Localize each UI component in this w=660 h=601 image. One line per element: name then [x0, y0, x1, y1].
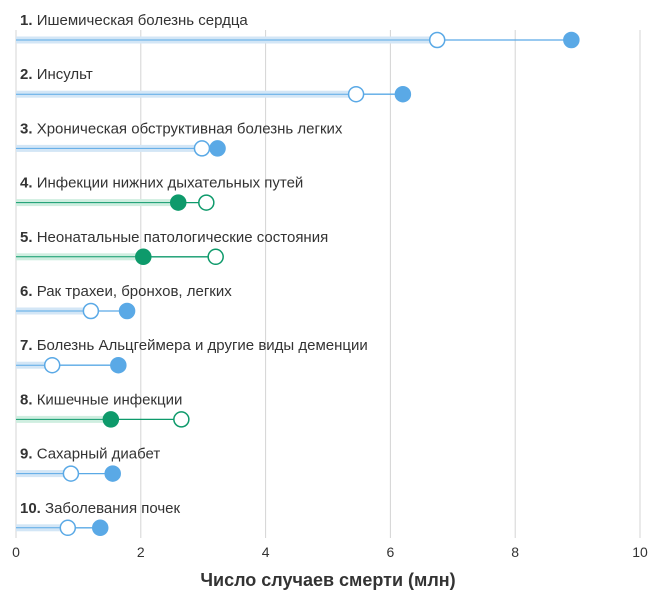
row-name-text: Болезнь Альцгеймера и другие виды деменц… — [37, 337, 368, 354]
chart-row: 5. Неонатальные патологические состояния — [16, 229, 328, 266]
x-axis-label: Число случаев смерти (млн) — [200, 570, 455, 590]
row-label: 8. Кишечные инфекции — [20, 391, 182, 408]
start-point — [207, 248, 224, 266]
start-point — [59, 519, 77, 537]
x-tick-label: 6 — [387, 544, 395, 560]
x-tick-label: 4 — [262, 544, 270, 560]
x-tick-label: 0 — [12, 544, 20, 560]
row-rank: 2. — [20, 66, 33, 83]
x-tick-label: 2 — [137, 544, 145, 560]
row-rank: 10. — [20, 500, 41, 517]
row-rank: 1. — [20, 12, 33, 29]
start-point — [193, 140, 211, 157]
start-point — [43, 356, 61, 374]
end-point — [102, 411, 120, 428]
row-name-text: Неонатальные патологические состояния — [37, 229, 329, 246]
row-name-text: Инсульт — [37, 66, 93, 83]
x-tick-label: 8 — [511, 544, 519, 560]
end-point — [104, 465, 121, 482]
start-point — [347, 85, 365, 103]
chart-row: 1. Ишемическая болезнь сердца — [16, 12, 580, 49]
end-point — [118, 302, 136, 320]
start-point — [428, 31, 446, 49]
row-label: 7. Болезнь Альцгеймера и другие виды дем… — [20, 337, 368, 354]
chart-row: 6. Рак трахеи, бронхов, легких — [16, 283, 232, 320]
row-rank: 5. — [20, 229, 33, 246]
end-point — [110, 356, 127, 374]
grid-lines — [15, 30, 641, 538]
row-rank: 9. — [20, 446, 33, 463]
end-point — [209, 140, 226, 157]
row-name-text: Инфекции нижних дыхательных путей — [37, 175, 304, 192]
row-rank: 6. — [20, 283, 33, 300]
row-name-text: Кишечные инфекции — [37, 391, 183, 408]
start-point — [173, 411, 190, 428]
chart-row: 10. Заболевания почек — [16, 500, 181, 537]
row-label: 3. Хроническая обструктивная болезнь лег… — [20, 120, 343, 137]
chart-rows: 1. Ишемическая болезнь сердца 2. Инсульт 3… — [16, 12, 580, 537]
row-label: 5. Неонатальные патологические состояния — [20, 229, 328, 246]
chart-row: 9. Сахарный диабет — [16, 446, 160, 482]
end-point — [394, 85, 412, 103]
row-label: 1. Ишемическая болезнь сердца — [20, 12, 248, 29]
row-name-text: Заболевания почек — [45, 500, 180, 517]
start-point — [82, 302, 100, 320]
end-point — [135, 248, 152, 266]
row-name-text: Сахарный диабет — [37, 446, 161, 463]
chart-row: 8. Кишечные инфекции — [16, 391, 190, 428]
row-name-text: Ишемическая болезнь сердца — [37, 12, 249, 29]
chart-row: 2. Инсульт — [16, 66, 412, 103]
end-point — [91, 519, 109, 537]
chart-row: 7. Болезнь Альцгеймера и другие виды дем… — [16, 337, 368, 374]
row-label: 6. Рак трахеи, бронхов, легких — [20, 283, 232, 300]
row-label: 10. Заболевания почек — [20, 500, 181, 517]
start-point — [198, 194, 215, 211]
start-point — [62, 465, 80, 482]
row-rank: 8. — [20, 391, 33, 408]
end-point — [169, 194, 187, 211]
x-tick-label: 10 — [632, 544, 648, 560]
row-name-text: Рак трахеи, бронхов, легких — [37, 283, 233, 300]
end-point — [563, 31, 580, 49]
row-label: 4. Инфекции нижних дыхательных путей — [20, 175, 303, 192]
row-name-text: Хроническая обструктивная болезнь легких — [37, 120, 343, 137]
row-rank: 4. — [20, 175, 33, 192]
row-rank: 3. — [20, 120, 33, 137]
row-label: 9. Сахарный диабет — [20, 446, 160, 463]
chart-row: 4. Инфекции нижних дыхательных путей — [16, 175, 303, 211]
chart-row: 3. Хроническая обструктивная болезнь лег… — [16, 120, 343, 157]
x-axis-ticks: 0 2 4 6 8 10 — [12, 544, 648, 560]
row-rank: 7. — [20, 337, 33, 354]
row-label: 2. Инсульт — [20, 66, 93, 83]
